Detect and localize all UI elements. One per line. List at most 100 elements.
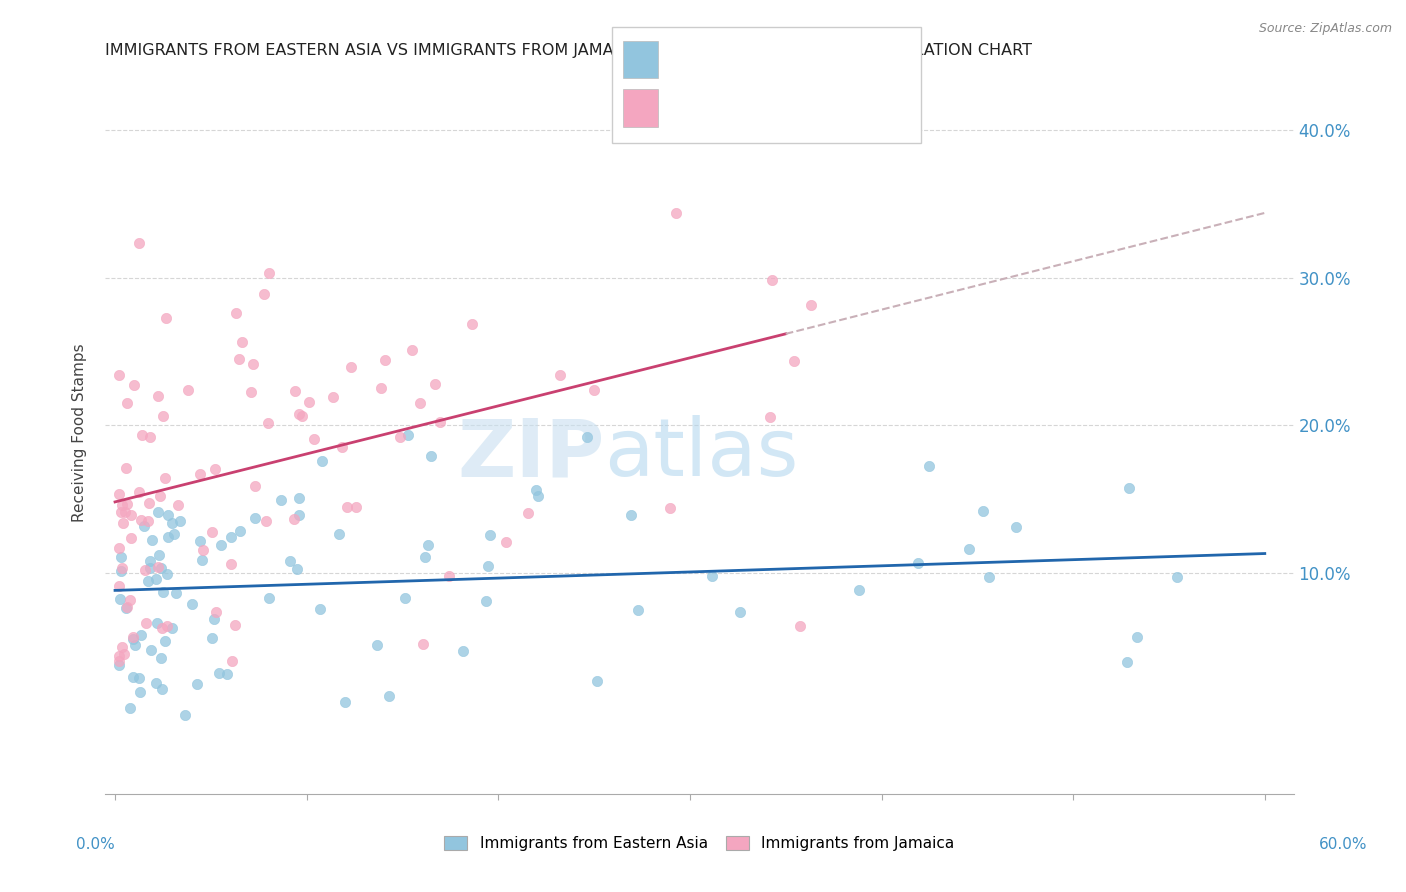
Point	[132, 519, 155, 533]
Point	[344, 500, 367, 515]
Point	[284, 384, 307, 399]
Point	[288, 508, 311, 522]
Text: N = 89: N = 89	[811, 51, 869, 69]
Point	[181, 597, 204, 611]
Point	[437, 568, 460, 582]
Point	[174, 708, 197, 723]
Point	[138, 574, 160, 588]
Point	[389, 430, 412, 444]
Point	[146, 559, 169, 574]
Point	[783, 354, 806, 368]
Point	[479, 527, 502, 541]
Point	[150, 682, 173, 697]
Point	[111, 560, 134, 574]
Point	[328, 526, 350, 541]
Point	[128, 485, 150, 500]
Point	[122, 378, 145, 392]
Point	[800, 298, 823, 312]
Point	[111, 516, 134, 530]
Point	[339, 360, 361, 375]
Point	[291, 409, 314, 424]
Point	[420, 450, 443, 464]
Point	[586, 674, 609, 689]
Point	[620, 508, 643, 522]
Point	[167, 498, 190, 512]
Point	[128, 671, 150, 685]
Point	[728, 605, 751, 619]
Point	[972, 504, 994, 518]
Point	[461, 317, 484, 331]
Y-axis label: Receiving Food Stamps: Receiving Food Stamps	[72, 343, 87, 522]
Point	[761, 273, 783, 287]
Point	[231, 334, 253, 349]
Point	[394, 591, 416, 605]
Point	[366, 638, 388, 652]
Point	[477, 558, 499, 573]
Point	[257, 591, 280, 605]
Point	[474, 594, 496, 608]
Point	[153, 471, 176, 485]
Text: Source: ZipAtlas.com: Source: ZipAtlas.com	[1258, 22, 1392, 36]
Point	[202, 612, 225, 626]
Point	[150, 560, 173, 574]
Point	[415, 549, 437, 564]
Point	[146, 615, 169, 630]
Point	[186, 677, 208, 691]
Point	[115, 497, 138, 511]
Point	[141, 533, 163, 547]
Point	[150, 651, 173, 665]
Point	[627, 603, 650, 617]
Point	[163, 527, 186, 541]
Point	[114, 506, 136, 520]
Point	[157, 530, 180, 544]
Point	[495, 535, 517, 549]
Point	[128, 685, 150, 699]
Point	[129, 628, 152, 642]
Text: atlas: atlas	[605, 416, 799, 493]
Point	[129, 514, 152, 528]
Point	[120, 701, 142, 715]
Point	[219, 557, 242, 571]
Point	[108, 541, 131, 555]
Point	[278, 554, 301, 568]
Point	[243, 510, 266, 524]
Point	[429, 415, 451, 429]
Point	[288, 491, 311, 505]
Point	[128, 236, 150, 251]
Legend: Immigrants from Eastern Asia, Immigrants from Jamaica: Immigrants from Eastern Asia, Immigrants…	[444, 836, 955, 851]
Point	[138, 496, 160, 510]
Point	[330, 440, 353, 454]
Point	[165, 585, 187, 599]
Point	[139, 643, 162, 657]
Point	[209, 538, 232, 552]
Point	[115, 601, 138, 615]
Point	[1116, 655, 1139, 669]
Point	[169, 514, 191, 528]
Point	[148, 389, 170, 403]
Point	[120, 508, 142, 522]
Point	[153, 634, 176, 648]
Point	[120, 531, 142, 545]
Point	[1166, 570, 1188, 584]
Point	[298, 394, 321, 409]
Point	[191, 553, 214, 567]
Point	[146, 505, 169, 519]
Point	[270, 492, 292, 507]
Text: IMMIGRANTS FROM EASTERN ASIA VS IMMIGRANTS FROM JAMAICA RECEIVING FOOD STAMPS CO: IMMIGRANTS FROM EASTERN ASIA VS IMMIGRAN…	[105, 43, 1032, 58]
Point	[188, 467, 211, 481]
Point	[156, 619, 179, 633]
Point	[257, 266, 280, 280]
Point	[789, 618, 811, 632]
Point	[139, 554, 162, 568]
Point	[336, 500, 359, 514]
Point	[108, 368, 131, 383]
Point	[115, 461, 138, 475]
Point	[322, 390, 344, 404]
Point	[401, 343, 423, 357]
Point	[283, 512, 305, 526]
Point	[582, 383, 605, 397]
Point	[219, 530, 242, 544]
Point	[188, 533, 211, 548]
Point	[110, 564, 132, 578]
Point	[907, 556, 929, 570]
